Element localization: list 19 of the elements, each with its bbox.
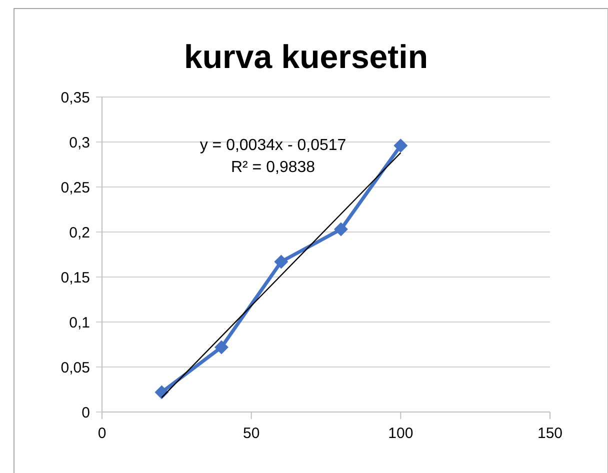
y-tick-label: 0,2: [69, 224, 90, 242]
y-tick-label: 0,35: [60, 89, 90, 106]
chart-title: kurva kuersetin: [184, 38, 428, 75]
y-tick-label: 0,05: [60, 359, 90, 376]
y-tick-label: 0,15: [60, 269, 90, 286]
point: [274, 254, 288, 269]
point: [334, 222, 348, 236]
x-tick-label: 50: [242, 425, 260, 442]
x-tick-label: 0: [98, 425, 106, 442]
y-tick-label: 0: [82, 404, 90, 422]
x-tick-label: 150: [537, 425, 563, 442]
y-tick-label: 0,3: [69, 134, 90, 152]
point: [214, 340, 228, 354]
y-tick-label: 0,25: [60, 179, 90, 196]
y-tick-label: 0,1: [69, 314, 90, 332]
x-tick-label: 100: [388, 425, 414, 442]
point: [394, 138, 408, 153]
annotation: R² = 0,9838: [230, 159, 316, 176]
annotation: y = 0,0034x - 0,0517: [200, 137, 346, 154]
